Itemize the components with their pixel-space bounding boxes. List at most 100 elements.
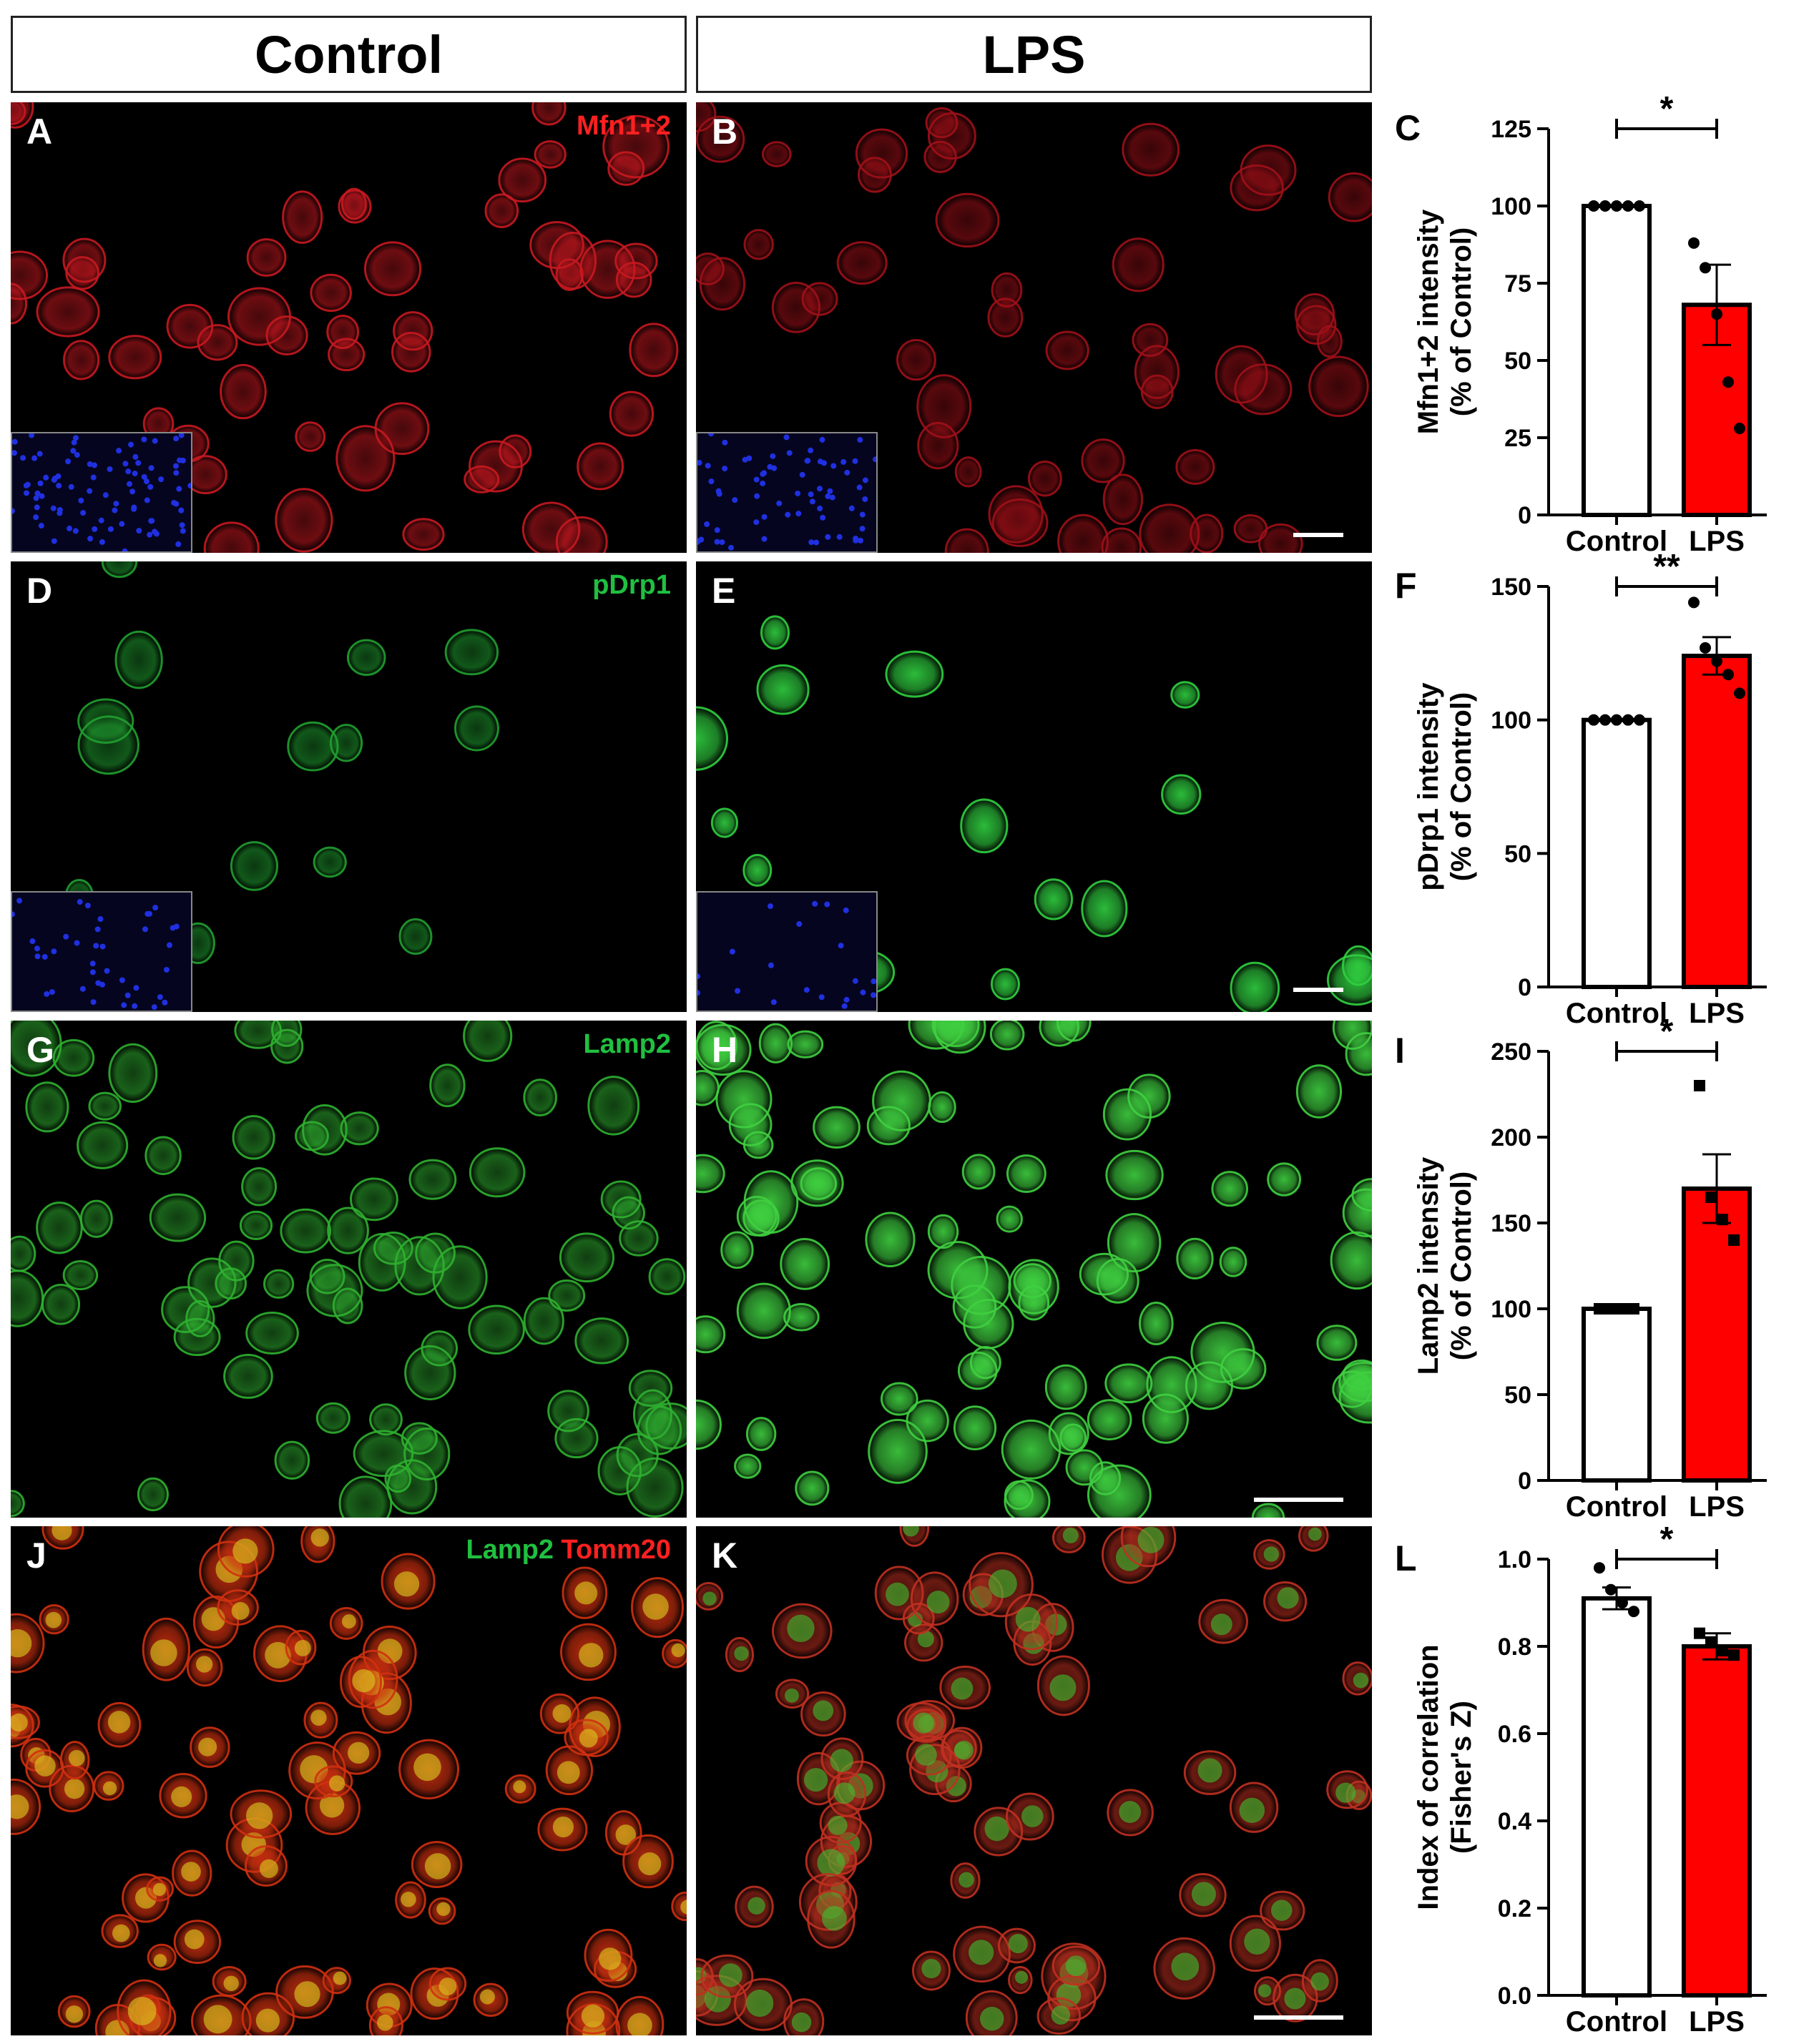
nucleus-dot — [852, 978, 858, 984]
cell-core — [813, 1700, 834, 1721]
nucleus-dot — [166, 942, 172, 948]
cell — [927, 1214, 959, 1249]
data-point — [1728, 1234, 1740, 1246]
cell-core — [1258, 1984, 1272, 1998]
data-point — [1617, 1597, 1628, 1608]
nucleus-dot — [760, 480, 766, 486]
cell-core — [1335, 1782, 1356, 1803]
cell-core — [680, 1900, 687, 1915]
cell-core — [11, 1713, 28, 1732]
cell-core — [979, 2006, 1004, 2031]
nucleus-dot — [871, 978, 876, 985]
cell-layer — [11, 1526, 687, 2035]
cell — [671, 1891, 687, 1922]
nucleus-dot — [70, 448, 77, 454]
nucleus-dot — [147, 483, 154, 490]
nucleus-dot — [862, 496, 868, 502]
cell-core — [804, 1768, 828, 1792]
cell — [1267, 1162, 1302, 1197]
nucleus-dot — [142, 926, 148, 933]
nucleus-dot — [65, 458, 72, 465]
control-column-header: Control — [11, 16, 687, 93]
cell — [1230, 961, 1280, 1012]
cell — [648, 1258, 686, 1295]
nucleus-dot — [121, 1002, 127, 1008]
nucleus-dot — [825, 493, 831, 499]
data-point — [1688, 596, 1700, 609]
cell — [353, 1430, 414, 1478]
cell-core — [310, 1528, 329, 1547]
cell — [1065, 1449, 1104, 1486]
cell — [577, 442, 624, 491]
nucleus-dot — [87, 461, 93, 467]
nucleus-dot — [34, 490, 41, 496]
cell-core — [1065, 1955, 1087, 1977]
cell — [327, 1207, 369, 1254]
cell-core — [702, 1591, 717, 1606]
nucleus-dot — [786, 450, 793, 456]
y-axis-label: Lamp2 intensity — [1413, 1156, 1444, 1375]
cell-core — [1308, 1527, 1322, 1541]
nucleus-dot — [172, 463, 179, 469]
nucleus-dot — [135, 460, 142, 466]
cell-core — [198, 1737, 217, 1756]
y-axis-label: (Fisher's Z) — [1446, 1701, 1477, 1854]
data-point — [1594, 1303, 1605, 1315]
cell — [574, 1317, 629, 1365]
cell-core — [1197, 1758, 1222, 1783]
cell — [865, 1212, 916, 1267]
cell-core — [232, 1538, 258, 1564]
cell — [108, 1043, 158, 1104]
nucleus-dot — [12, 438, 18, 445]
cell-core — [552, 1704, 572, 1723]
cell — [1122, 122, 1180, 177]
nucleus-dot — [78, 497, 84, 503]
nucleus-dot — [77, 899, 83, 905]
cell — [1294, 293, 1335, 335]
cell — [310, 273, 352, 313]
data-point — [1705, 1636, 1717, 1648]
cell-core — [231, 1602, 250, 1620]
cell — [398, 918, 433, 955]
data-point — [1694, 1080, 1705, 1091]
nucleus-dot — [173, 470, 180, 476]
cell — [499, 434, 532, 468]
data-point — [1688, 237, 1700, 249]
cell — [743, 229, 774, 260]
y-tick-label: 100 — [1491, 707, 1531, 734]
y-tick-label: 200 — [1491, 1124, 1531, 1151]
cell — [600, 1180, 642, 1219]
cell-core — [1049, 1674, 1077, 1701]
cell — [282, 190, 323, 244]
cell — [696, 1315, 726, 1354]
data-point — [1628, 1606, 1639, 1618]
cell-core — [1263, 1546, 1279, 1562]
micrograph-panel-e: E — [696, 561, 1372, 1012]
panel-letter: A — [26, 112, 53, 152]
nucleus-dot — [862, 477, 868, 483]
cell — [866, 1106, 911, 1146]
cell — [227, 287, 291, 346]
dapi-inset — [11, 432, 192, 553]
cell — [36, 1202, 83, 1254]
cell — [62, 1260, 99, 1291]
bar-control — [1582, 1307, 1652, 1483]
nucleus-dot — [56, 483, 62, 489]
cell — [11, 250, 49, 300]
nucleus-dot — [162, 999, 168, 1006]
nucleus-dot — [170, 925, 176, 931]
nucleus-dot — [820, 514, 826, 521]
nucleus-dot — [90, 999, 97, 1006]
nucleus-dot — [127, 441, 134, 448]
nucleus-dot — [49, 989, 55, 996]
cell-core — [627, 2013, 652, 2035]
cell — [166, 303, 214, 349]
micrograph-panel-k: K — [696, 1526, 1372, 2035]
nucleus-dot — [175, 541, 182, 547]
data-point — [1599, 200, 1611, 212]
data-point — [1634, 714, 1645, 726]
cell — [969, 1345, 1001, 1380]
cell — [270, 1028, 304, 1064]
cell — [203, 521, 260, 553]
nucleus-dot — [760, 471, 766, 477]
